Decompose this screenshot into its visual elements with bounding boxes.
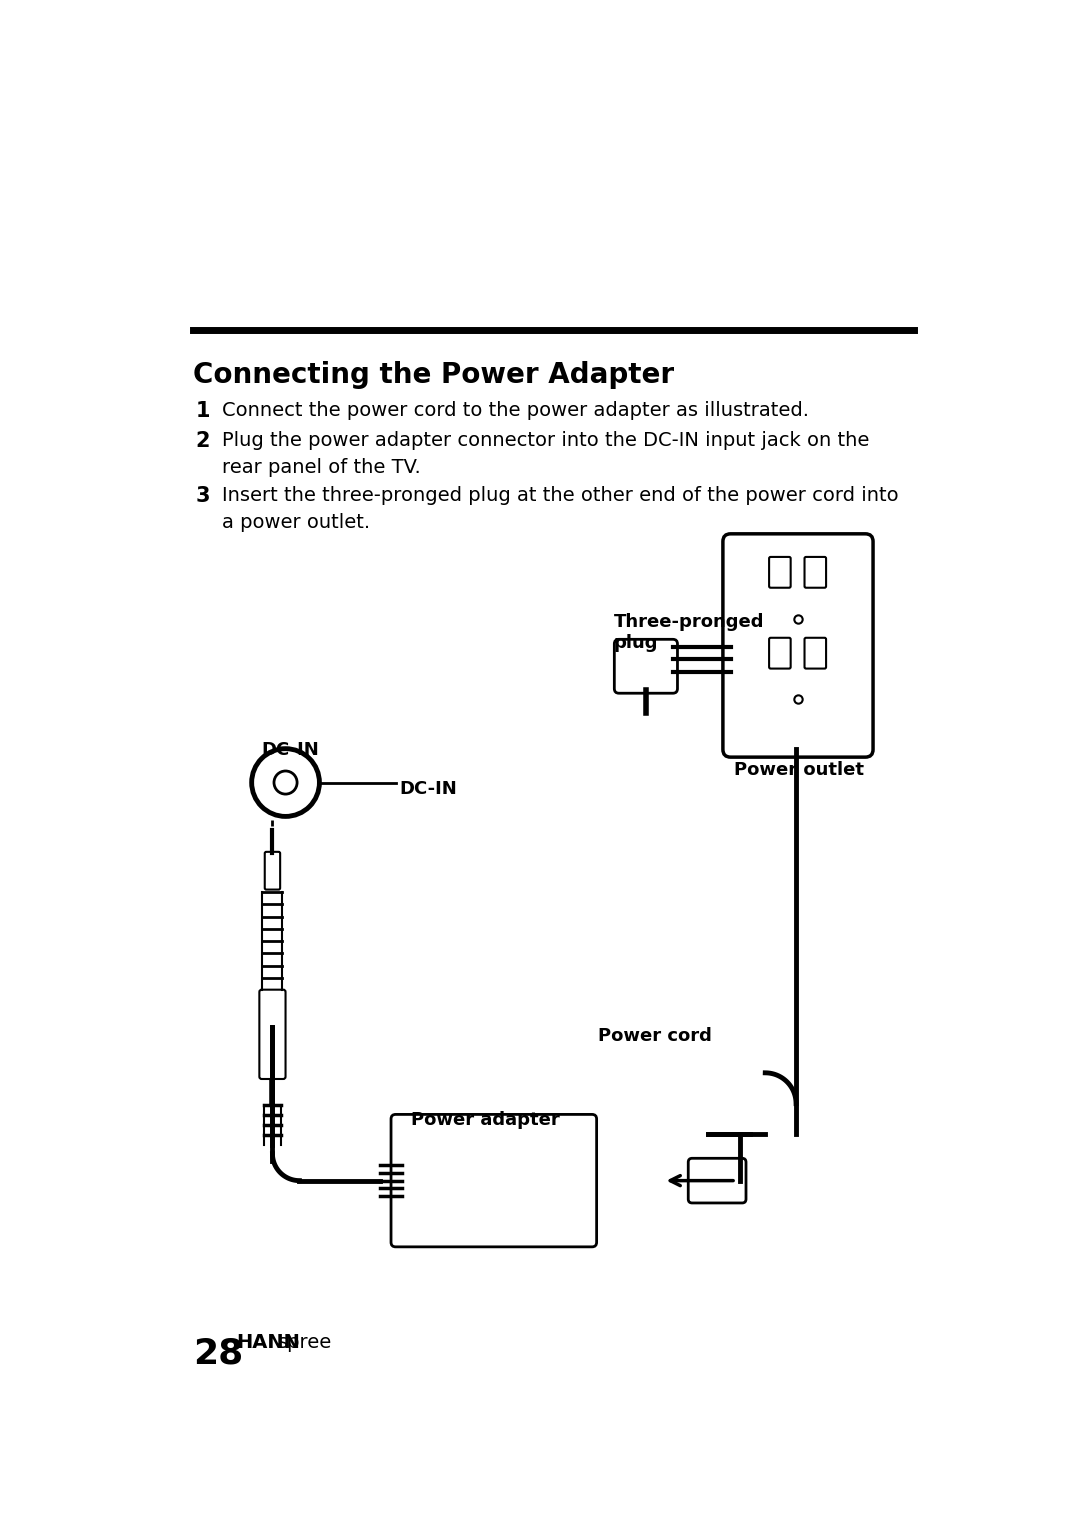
FancyBboxPatch shape	[769, 557, 791, 587]
Text: 3: 3	[195, 486, 210, 506]
Text: Power outlet: Power outlet	[734, 761, 864, 778]
Text: Power cord: Power cord	[598, 1026, 712, 1044]
Text: 1: 1	[195, 401, 210, 420]
FancyBboxPatch shape	[723, 534, 873, 757]
Text: Three-pronged
plug: Three-pronged plug	[613, 613, 764, 651]
FancyBboxPatch shape	[769, 638, 791, 668]
Text: Connect the power cord to the power adapter as illustrated.: Connect the power cord to the power adap…	[222, 401, 809, 419]
Text: Power adapter: Power adapter	[411, 1112, 559, 1130]
Text: Plug the power adapter connector into the DC-IN input jack on the
rear panel of : Plug the power adapter connector into th…	[222, 431, 869, 477]
Text: HANN: HANN	[237, 1333, 300, 1352]
Text: Connecting the Power Adapter: Connecting the Power Adapter	[193, 361, 674, 388]
Text: Insert the three-pronged plug at the other end of the power cord into
a power ou: Insert the three-pronged plug at the oth…	[222, 486, 899, 532]
FancyBboxPatch shape	[259, 989, 285, 1079]
FancyBboxPatch shape	[615, 639, 677, 693]
Circle shape	[252, 749, 320, 816]
FancyBboxPatch shape	[265, 852, 280, 890]
Text: DC-IN: DC-IN	[400, 780, 457, 798]
Text: spree: spree	[278, 1333, 332, 1352]
Circle shape	[274, 771, 297, 794]
Text: 28: 28	[193, 1336, 243, 1370]
FancyBboxPatch shape	[688, 1159, 746, 1203]
FancyBboxPatch shape	[391, 1115, 596, 1246]
Text: DC-IN: DC-IN	[261, 742, 319, 758]
FancyBboxPatch shape	[805, 557, 826, 587]
Text: 2: 2	[195, 431, 210, 451]
FancyBboxPatch shape	[805, 638, 826, 668]
